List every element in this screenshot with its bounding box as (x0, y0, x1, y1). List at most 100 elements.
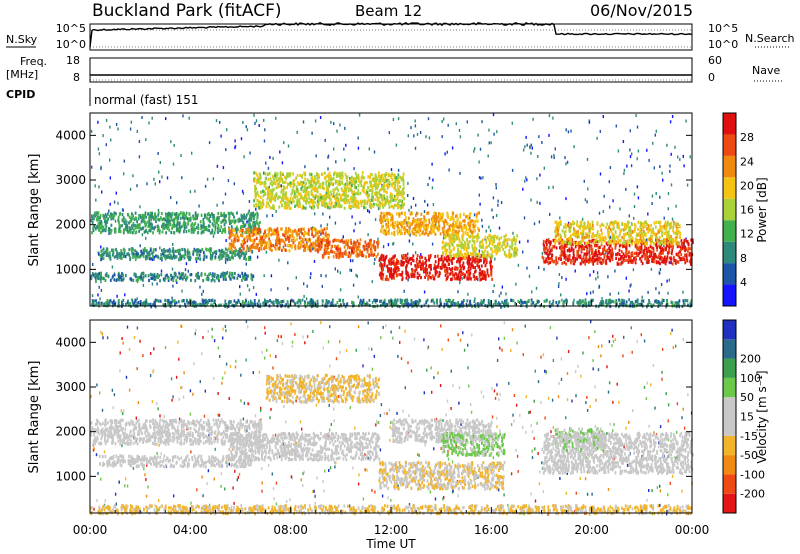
echo-cell (338, 173, 341, 178)
echo-cell (185, 216, 187, 220)
echo-cell (118, 226, 121, 230)
echo-cell (161, 230, 164, 234)
echo-cell (256, 231, 259, 235)
echo-cell (251, 234, 254, 238)
echo-cell (426, 271, 429, 275)
echo-cell (337, 200, 340, 204)
echo-cell (351, 183, 353, 187)
echo-cell (340, 173, 342, 177)
echo-cell (298, 229, 301, 233)
echo-cell (198, 253, 201, 257)
scatter-cell (357, 136, 359, 140)
echo-cell (125, 225, 127, 230)
scatter-cell (574, 269, 576, 273)
echo-cell (276, 235, 279, 239)
echo-cell (382, 265, 384, 269)
scatter-cell (357, 295, 359, 299)
echo-cell (393, 269, 395, 273)
scatter-cell (154, 225, 156, 229)
echo-cell (428, 264, 431, 268)
echo-cell (289, 206, 292, 210)
echo-cell (225, 303, 228, 307)
echo-cell (336, 204, 339, 208)
echo-cell (398, 227, 400, 231)
echo-cell (154, 217, 157, 221)
echo-cell (456, 302, 459, 306)
echo-cell (401, 254, 403, 258)
freq-label-2: [MHz] (6, 68, 38, 81)
echo-cell (168, 214, 171, 218)
echo-cell (269, 227, 272, 231)
echo-cell (228, 231, 231, 235)
echo-cell (180, 276, 182, 280)
echo-cell (109, 214, 111, 218)
echo-cell (343, 201, 346, 205)
scatter-cell (98, 185, 100, 189)
echo-cell (545, 298, 548, 302)
scatter-cell (226, 252, 228, 256)
echo-cell (288, 239, 290, 243)
echo-cell (205, 247, 207, 251)
nave-tick-hi: 60 (708, 54, 722, 67)
echo-cell (448, 262, 450, 266)
echo-cell (550, 303, 553, 307)
echo-cell (285, 191, 287, 195)
echo-cell (286, 172, 288, 176)
echo-cell (214, 222, 217, 226)
echo-cell (439, 232, 442, 236)
echo-cell (505, 298, 508, 302)
echo-cell (369, 180, 371, 184)
echo-cell (246, 244, 249, 248)
echo-cell (426, 225, 429, 229)
echo-cell (398, 191, 401, 195)
echo-cell (383, 184, 386, 188)
echo-cell (322, 236, 325, 240)
echo-cell (244, 272, 246, 276)
echo-cell (297, 181, 300, 185)
echo-cell (241, 300, 244, 304)
scatter-cell (145, 138, 147, 142)
echo-cell (249, 245, 252, 249)
echo-cell (312, 199, 315, 203)
echo-cell (375, 193, 377, 197)
echo-cell (121, 213, 124, 217)
echo-cell (383, 194, 385, 198)
echo-cell (283, 230, 286, 234)
echo-cell (299, 180, 302, 184)
echo-cell (270, 233, 273, 237)
echo-cell (396, 212, 398, 216)
echo-cell (136, 302, 139, 306)
scatter-cell (654, 133, 656, 137)
echo-cell (169, 212, 172, 216)
echo-cell (160, 273, 163, 277)
echo-cell (236, 301, 238, 305)
scatter-cell (528, 274, 531, 278)
echo-cell (331, 194, 334, 198)
echo-cell (384, 229, 387, 233)
echo-cell (446, 271, 448, 275)
echo-cell (91, 299, 94, 303)
echo-cell (276, 172, 279, 176)
echo-cell (538, 299, 540, 304)
echo-cell (267, 228, 269, 232)
echo-cell (219, 251, 222, 255)
echo-cell (144, 211, 147, 215)
echo-cell (179, 252, 181, 256)
echo-cell (357, 188, 360, 192)
scatter-cell (658, 291, 660, 295)
echo-cell (254, 188, 256, 192)
echo-cell (240, 249, 243, 253)
scatter-cell (204, 184, 207, 188)
echo-cell (444, 264, 447, 268)
echo-cell (157, 255, 159, 259)
echo-cell (315, 230, 317, 235)
echo-cell (353, 177, 355, 181)
echo-cell (371, 192, 373, 196)
scatter-cell (275, 116, 277, 120)
scatter-cell (412, 242, 414, 246)
echo-cell (278, 246, 281, 251)
echo-cell (151, 276, 154, 280)
echo-cell (407, 216, 410, 220)
echo-cell (254, 184, 257, 189)
scatter-cell (619, 207, 621, 211)
